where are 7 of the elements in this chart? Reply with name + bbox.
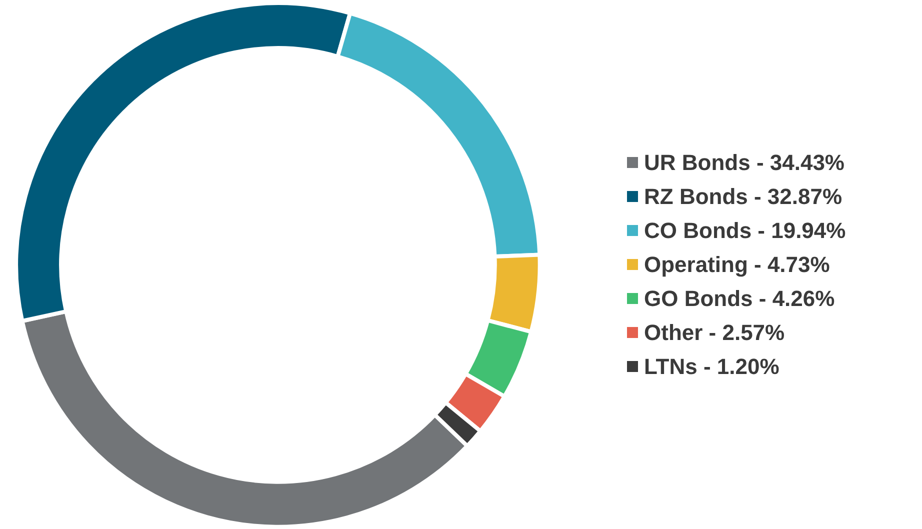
legend-label: GO Bonds - 4.26% — [644, 286, 835, 311]
legend-label: CO Bonds - 19.94% — [644, 218, 846, 243]
legend-label: Other - 2.57% — [644, 320, 785, 345]
legend-label: Operating - 4.73% — [644, 252, 830, 277]
legend-label: LTNs - 1.20% — [644, 354, 780, 379]
legend-label: RZ Bonds - 32.87% — [644, 184, 842, 209]
legend-label: UR Bonds - 34.43% — [644, 150, 844, 175]
